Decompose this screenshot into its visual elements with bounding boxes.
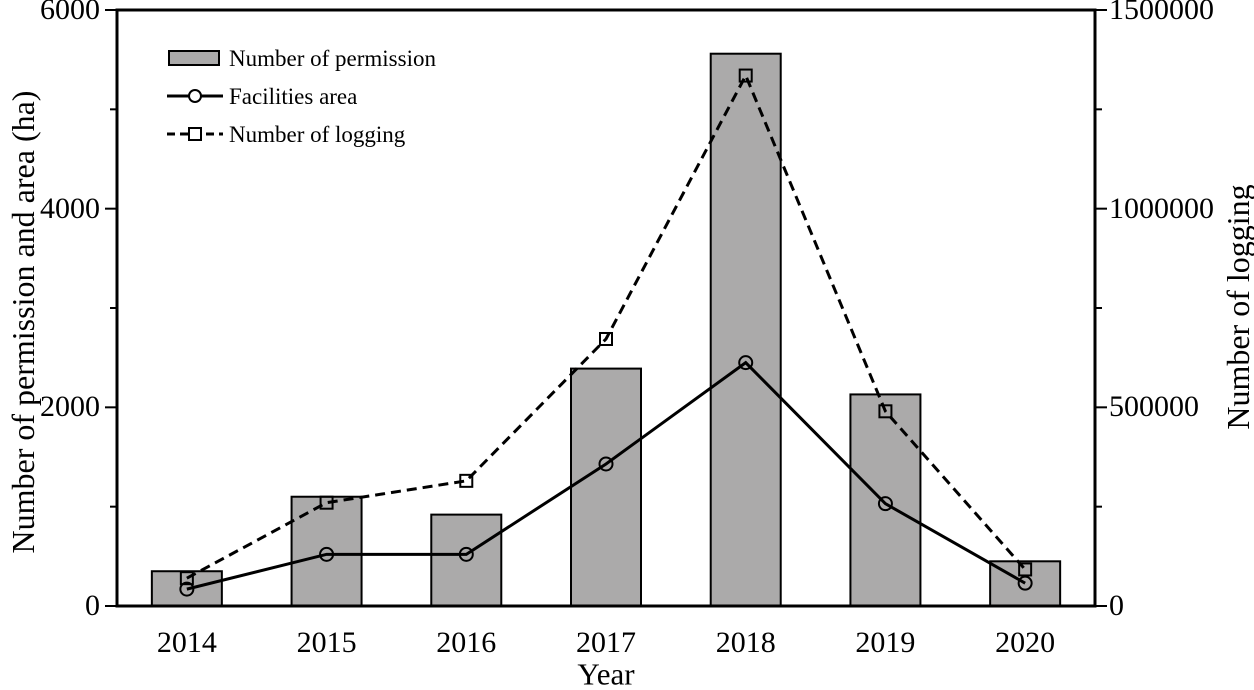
- legend-circle-marker: [188, 89, 202, 103]
- bar-2019: [849, 393, 922, 608]
- right-axis-tick-label-500000: 500000: [1109, 390, 1199, 424]
- legend-label-permission: Number of permission: [229, 45, 436, 71]
- x-axis-tick-label-2019: 2019: [855, 626, 916, 659]
- legend: Number of permission Facilities area Num…: [167, 39, 436, 153]
- bar-2015: [290, 495, 363, 608]
- logging-square-marker-2017: [599, 331, 613, 346]
- x-axis-tick-label-2014: 2014: [156, 626, 217, 659]
- x-axis-title: Year: [577, 656, 635, 690]
- legend-square-marker: [188, 127, 202, 141]
- bar-swatch-icon: [168, 50, 220, 66]
- logging-square-marker-2016: [459, 473, 474, 488]
- logging-square-marker-2018: [738, 68, 753, 83]
- facilities-circle-marker-2018: [738, 355, 754, 371]
- bar-2018: [709, 52, 782, 607]
- left-axis-tick-label-0: 0: [85, 589, 100, 622]
- logging-line: [186, 72, 1027, 580]
- facilities-circle-marker-2019: [877, 496, 893, 512]
- x-axis-tick-label-2017: 2017: [576, 626, 636, 659]
- bar-2017: [570, 367, 642, 607]
- bar-swatch-rect: [168, 50, 220, 66]
- facilities-circle-marker-2014: [179, 581, 195, 597]
- legend-entry-logging: Number of logging: [167, 115, 436, 153]
- dashed-line-square-swatch-icon: [167, 127, 223, 141]
- legend-entry-permission: Number of permission: [167, 39, 436, 77]
- right-axis-tick-label-1000000: 1000000: [1109, 191, 1214, 225]
- x-axis-tick-label-2015: 2015: [296, 626, 357, 659]
- facilities-circle-marker-2015: [319, 546, 335, 562]
- legend-label-facilities: Facilities area: [229, 83, 358, 109]
- x-axis-tick-label-2018: 2018: [715, 626, 776, 659]
- facilities-circle-marker-2016: [458, 546, 474, 562]
- x-axis-tick-label-2020: 2020: [995, 626, 1056, 659]
- right-axis-tick-label-1500000: 1500000: [1109, 0, 1214, 26]
- logging-square-marker-2020: [1018, 562, 1033, 577]
- logging-square-marker-2015: [319, 495, 334, 510]
- left-axis-tick-label-2000: 2000: [40, 390, 100, 424]
- logging-square-marker-2019: [878, 404, 893, 419]
- right-axis-title: Number of logging: [1220, 184, 1254, 430]
- facilities-circle-marker-2017: [598, 456, 614, 472]
- left-axis-tick-label-6000: 6000: [40, 0, 100, 26]
- logging-square-marker-2014: [179, 571, 194, 586]
- legend-label-logging: Number of logging: [229, 121, 406, 147]
- facilities-circle-marker-2020: [1017, 575, 1033, 591]
- left-axis-tick-label-4000: 4000: [40, 191, 100, 225]
- left-axis-title: Number of permission and area (ha): [5, 90, 41, 554]
- x-axis-tick-label-2016: 2016: [436, 626, 497, 659]
- legend-entry-facilities: Facilities area: [167, 77, 436, 115]
- facilities-line: [186, 360, 1026, 591]
- right-axis-tick-label-0: 0: [1109, 589, 1124, 622]
- solid-line-circle-swatch-icon: [167, 89, 223, 103]
